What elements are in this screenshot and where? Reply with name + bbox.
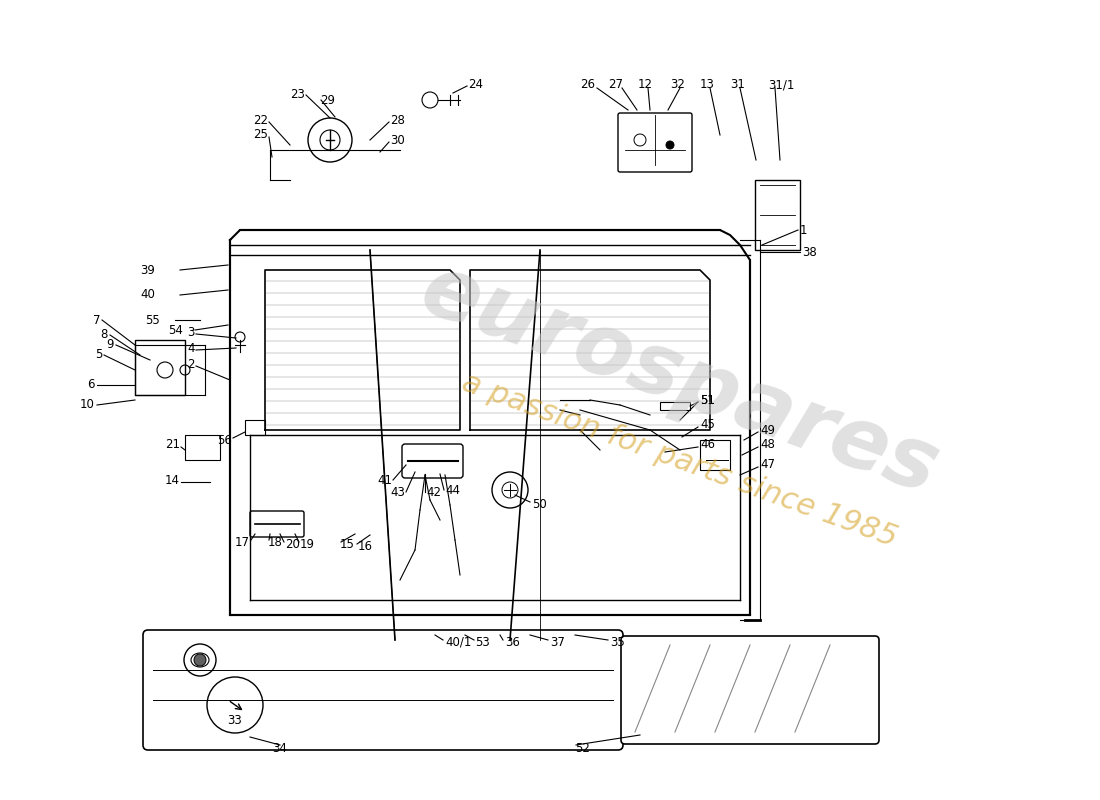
Text: 26: 26 — [580, 78, 595, 91]
Text: 41: 41 — [377, 474, 392, 486]
Text: 18: 18 — [268, 535, 283, 549]
Text: 47: 47 — [760, 458, 775, 471]
Text: 40/1: 40/1 — [446, 635, 472, 649]
Text: 42: 42 — [426, 486, 441, 498]
Text: 6: 6 — [88, 378, 95, 391]
Text: 36: 36 — [505, 635, 520, 649]
Text: 40: 40 — [140, 289, 155, 302]
Text: 23: 23 — [290, 89, 305, 102]
Text: 56: 56 — [217, 434, 232, 446]
Text: 13: 13 — [700, 78, 715, 91]
Text: 7: 7 — [92, 314, 100, 326]
Text: 28: 28 — [390, 114, 405, 126]
Text: 20: 20 — [285, 538, 300, 550]
Text: 10: 10 — [80, 398, 95, 411]
Text: 39: 39 — [140, 263, 155, 277]
Text: 31: 31 — [730, 78, 745, 91]
Bar — [245, 420, 265, 435]
Text: 29: 29 — [320, 94, 336, 106]
Text: 51: 51 — [700, 394, 715, 406]
FancyBboxPatch shape — [402, 444, 463, 478]
Text: 3: 3 — [188, 326, 195, 338]
Circle shape — [194, 654, 206, 666]
Text: 19: 19 — [300, 538, 315, 550]
Text: 45: 45 — [700, 418, 715, 431]
Text: 30: 30 — [390, 134, 405, 146]
Text: 49: 49 — [760, 423, 775, 437]
Text: 32: 32 — [670, 78, 685, 91]
Text: 16: 16 — [358, 539, 373, 553]
Text: 52: 52 — [575, 742, 590, 754]
Text: 51: 51 — [700, 394, 715, 406]
Bar — [660, 402, 690, 410]
Text: 22: 22 — [253, 114, 268, 126]
Text: 14: 14 — [165, 474, 180, 486]
Text: 38: 38 — [802, 246, 816, 258]
Text: 35: 35 — [610, 635, 625, 649]
Text: 25: 25 — [253, 129, 268, 142]
Text: 5: 5 — [96, 349, 103, 362]
Bar — [185, 435, 220, 460]
Text: 9: 9 — [107, 338, 114, 351]
Bar — [700, 440, 730, 470]
Text: 53: 53 — [475, 635, 490, 649]
Text: 46: 46 — [700, 438, 715, 451]
FancyBboxPatch shape — [143, 630, 623, 750]
Text: 50: 50 — [532, 498, 547, 510]
FancyBboxPatch shape — [250, 511, 304, 537]
Text: 34: 34 — [273, 742, 287, 754]
Text: eurospares: eurospares — [410, 248, 950, 512]
Text: 4: 4 — [187, 342, 195, 354]
FancyBboxPatch shape — [618, 113, 692, 172]
Circle shape — [666, 141, 674, 149]
Bar — [755, 180, 800, 250]
Text: 1: 1 — [800, 223, 807, 237]
Text: 55: 55 — [145, 314, 160, 326]
Text: 2: 2 — [187, 358, 195, 370]
Text: 31/1: 31/1 — [768, 78, 794, 91]
Text: 24: 24 — [468, 78, 483, 91]
Text: 21: 21 — [165, 438, 180, 451]
Text: 8: 8 — [100, 329, 108, 342]
Text: 44: 44 — [446, 483, 460, 497]
Text: 15: 15 — [340, 538, 355, 550]
Text: 12: 12 — [638, 78, 653, 91]
FancyBboxPatch shape — [621, 636, 879, 744]
Bar — [135, 340, 185, 395]
Text: 17: 17 — [235, 535, 250, 549]
Text: 37: 37 — [550, 635, 565, 649]
Text: 48: 48 — [760, 438, 774, 451]
Text: 43: 43 — [390, 486, 405, 498]
Text: 54: 54 — [168, 323, 183, 337]
Text: 33: 33 — [228, 714, 242, 726]
Text: a passion for parts since 1985: a passion for parts since 1985 — [459, 367, 902, 553]
Text: 27: 27 — [608, 78, 623, 91]
